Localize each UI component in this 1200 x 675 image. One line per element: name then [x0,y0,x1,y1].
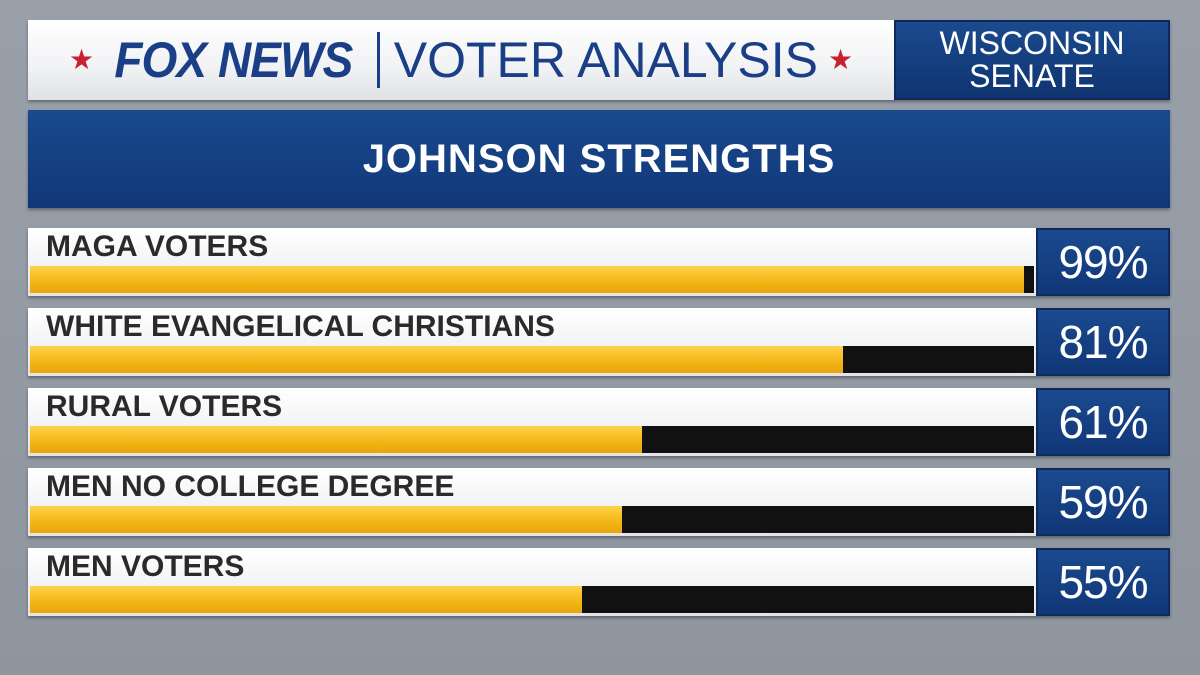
bar-row-background: RURAL VOTERS [28,388,1036,456]
bar [30,586,582,613]
bar-label: WHITE EVANGELICAL CHRISTIANS [46,310,555,343]
bar-value-label: 61% [1036,388,1170,456]
bar-value-label: 99% [1036,228,1170,296]
logo-divider [376,32,380,88]
bar-row-background: MEN NO COLLEGE DEGREE [28,468,1036,536]
bar-label: MEN NO COLLEGE DEGREE [46,470,455,503]
bar [30,506,622,533]
bar [30,266,1024,293]
bar-label: MEN VOTERS [46,550,245,583]
bar-value-label: 59% [1036,468,1170,536]
bar-row-background: WHITE EVANGELICAL CHRISTIANS [28,308,1036,376]
bar-track [30,426,1034,453]
fox-news-logo: FOX NEWS [114,32,353,88]
bar-row: MAGA VOTERS 99% [28,228,1170,296]
race-state: WISCONSIN [939,25,1125,61]
race-office: SENATE [969,58,1095,94]
chart-title: JOHNSON STRENGTHS [28,110,1170,208]
bar [30,426,642,453]
bar-row-background: MAGA VOTERS [28,228,1036,296]
bar-track [30,346,1034,373]
star-icon: ★ [827,44,854,75]
bar-value-label: 55% [1036,548,1170,616]
page-title: VOTER ANALYSIS [393,32,818,88]
bar-value-label: 81% [1036,308,1170,376]
header-banner: ★ FOX NEWS VOTER ANALYSIS ★ WISCONSIN SE… [28,20,1170,100]
brand-bar: ★ FOX NEWS VOTER ANALYSIS ★ [28,20,894,100]
race-badge: WISCONSIN SENATE [894,20,1170,100]
bar-row: WHITE EVANGELICAL CHRISTIANS 81% [28,308,1170,376]
bar-row-background: MEN VOTERS [28,548,1036,616]
bar-track [30,266,1034,293]
bar-row: MEN NO COLLEGE DEGREE 59% [28,468,1170,536]
bar-label: MAGA VOTERS [46,230,269,263]
bar-row: RURAL VOTERS 61% [28,388,1170,456]
star-icon: ★ [68,44,95,75]
bar-track [30,506,1034,533]
bar [30,346,843,373]
bar-row: MEN VOTERS 55% [28,548,1170,616]
bar-label: RURAL VOTERS [46,390,283,423]
bar-track [30,586,1034,613]
